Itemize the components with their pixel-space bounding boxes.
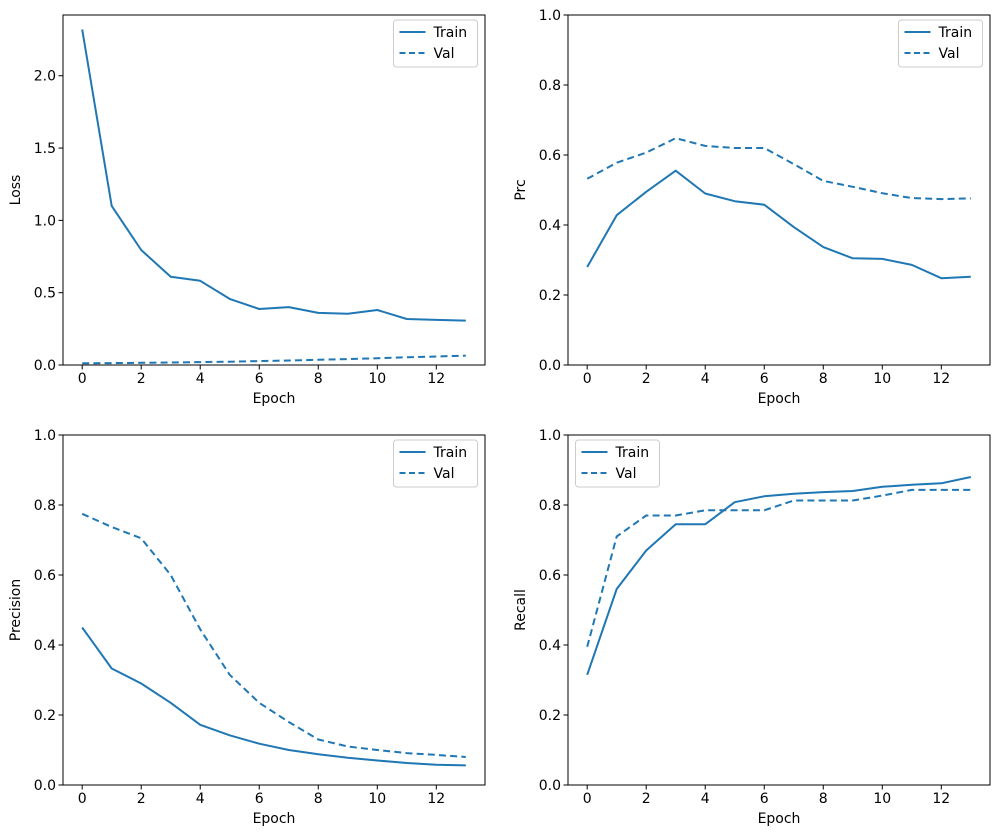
chart-loss: 0 2 4 6 8 10 12 0.0 0.5 1.0 1.5 2.0 Epoch Loss Train Va… xyxy=(8,14,486,407)
chart-prc: 0 2 4 6 8 10 12 0.0 0.2 0.4 0.6 0.8 1.0 Epoch Prc Train… xyxy=(513,8,991,407)
x-axis-label: Epoch xyxy=(758,391,801,407)
x-axis-label: Epoch xyxy=(253,391,296,407)
legend: Train Val xyxy=(575,439,660,488)
axes-frame xyxy=(62,434,486,786)
y-tick-label: 0.0 xyxy=(539,778,561,794)
x-tick-label: 0 xyxy=(583,791,592,807)
x-tick-label: 4 xyxy=(196,791,205,807)
recall-val-line xyxy=(586,488,971,648)
legend-label-val: Val xyxy=(434,466,455,482)
x-tick-label: 0 xyxy=(583,371,592,387)
y-tick-label: 1.0 xyxy=(539,428,561,444)
x-tick-label: 6 xyxy=(760,791,769,807)
x-tick-label: 2 xyxy=(642,371,651,387)
x-tick-label: 6 xyxy=(760,371,769,387)
x-tick-label: 4 xyxy=(701,791,710,807)
x-tick-label: 10 xyxy=(873,371,891,387)
y-tick-label: 0.6 xyxy=(34,568,56,584)
y-tick-label: 0.4 xyxy=(539,218,561,234)
x-tick-label: 2 xyxy=(137,371,146,387)
y-tick-label: 0.4 xyxy=(34,638,56,654)
y-tick-label: 2.0 xyxy=(34,69,56,85)
y-axis-label: Precision xyxy=(8,579,24,641)
axes-frame xyxy=(567,14,991,366)
x-tick-label: 8 xyxy=(819,791,828,807)
y-axis-label: Prc xyxy=(513,179,529,200)
x-tick-label: 6 xyxy=(255,791,264,807)
precision-train-line xyxy=(81,626,466,767)
legend: Train Val xyxy=(393,439,478,488)
x-tick-label: 8 xyxy=(314,371,323,387)
y-tick-label: 0.2 xyxy=(539,708,561,724)
x-tick-label: 10 xyxy=(368,791,386,807)
precision-val-line xyxy=(81,512,466,758)
chart-precision: 0 2 4 6 8 10 12 0.0 0.2 0.4 0.6 0.8 1.0 Epoch Precisio… xyxy=(8,428,486,827)
x-tick-label: 4 xyxy=(701,371,710,387)
y-tick-label: 0.8 xyxy=(539,78,561,94)
x-axis-label: Epoch xyxy=(758,811,801,827)
legend: Train Val xyxy=(898,19,983,68)
y-tick-label: 0.4 xyxy=(539,638,561,654)
y-tick-label: 1.5 xyxy=(34,141,56,157)
y-tick-label: 0.8 xyxy=(539,498,561,514)
x-tick-label: 12 xyxy=(427,371,445,387)
x-tick-label: 4 xyxy=(196,371,205,387)
prc-train-line xyxy=(586,169,971,280)
loss-val-line xyxy=(82,354,466,365)
y-tick-label: 0.2 xyxy=(34,708,56,724)
axes-frame xyxy=(567,434,991,786)
axes-frame xyxy=(62,14,486,366)
y-tick-label: 0.0 xyxy=(34,358,56,374)
x-tick-label: 2 xyxy=(137,791,146,807)
y-tick-label: 1.0 xyxy=(34,213,56,229)
y-tick-label: 0.0 xyxy=(539,358,561,374)
y-axis-label: Loss xyxy=(8,175,24,206)
y-tick-label: 1.0 xyxy=(34,428,56,444)
y-tick-label: 0.2 xyxy=(539,288,561,304)
x-tick-label: 10 xyxy=(368,371,386,387)
x-tick-label: 12 xyxy=(932,791,950,807)
legend-label-train: Train xyxy=(433,25,468,41)
x-axis-label: Epoch xyxy=(253,811,296,827)
x-tick-label: 12 xyxy=(932,371,950,387)
legend-label-val: Val xyxy=(939,46,960,62)
chart-recall: 0 2 4 6 8 10 12 0.0 0.2 0.4 0.6 0.8 1.0 Epoch Recall Tr… xyxy=(513,428,991,827)
y-axis-label: Recall xyxy=(513,589,529,631)
x-tick-label: 8 xyxy=(819,371,828,387)
loss-train-line xyxy=(81,29,466,322)
y-tick-label: 0.6 xyxy=(539,148,561,164)
x-tick-label: 8 xyxy=(314,791,323,807)
y-tick-label: 0.5 xyxy=(34,286,56,302)
y-tick-label: 0.8 xyxy=(34,498,56,514)
x-tick-label: 0 xyxy=(78,371,87,387)
legend-label-train: Train xyxy=(938,25,973,41)
recall-train-line xyxy=(586,476,972,676)
x-tick-label: 6 xyxy=(255,371,264,387)
legend-label-val: Val xyxy=(434,46,455,62)
y-tick-label: 0.0 xyxy=(34,778,56,794)
prc-val-line xyxy=(586,137,971,201)
x-tick-label: 2 xyxy=(642,791,651,807)
x-tick-label: 0 xyxy=(78,791,87,807)
legend: Train Val xyxy=(393,19,478,68)
legend-label-train: Train xyxy=(615,445,650,461)
legend-label-val: Val xyxy=(616,466,637,482)
y-tick-label: 0.6 xyxy=(539,568,561,584)
legend-label-train: Train xyxy=(433,445,468,461)
x-tick-label: 12 xyxy=(427,791,445,807)
x-tick-label: 10 xyxy=(873,791,891,807)
y-tick-label: 1.0 xyxy=(539,8,561,24)
